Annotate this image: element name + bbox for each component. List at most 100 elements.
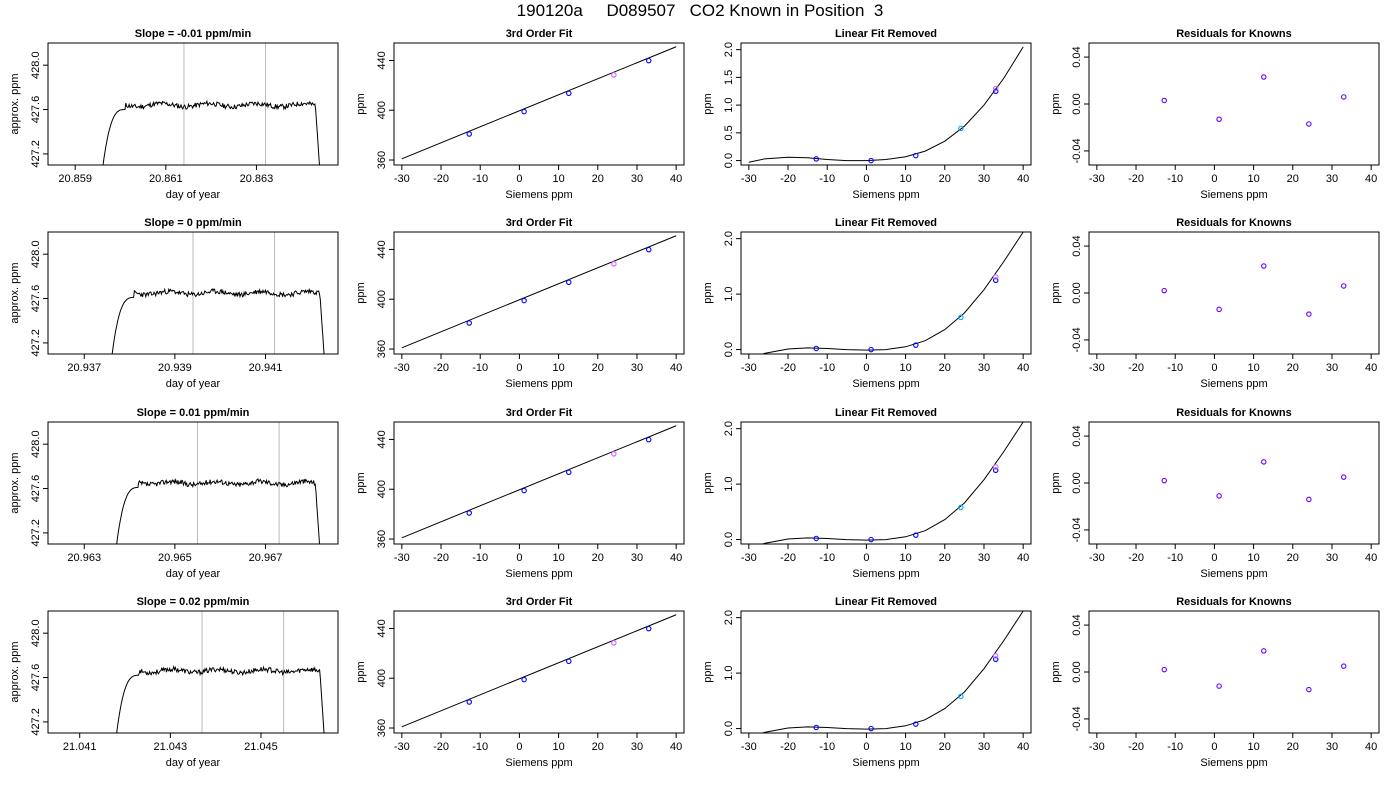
x-tick-label: 30 bbox=[1326, 362, 1338, 374]
panel-title: Linear Fit Removed bbox=[835, 407, 937, 419]
y-tick-label: -0.04 bbox=[1071, 327, 1083, 352]
y-tick-label: 1.0 bbox=[723, 97, 735, 112]
y-tick-label: 0.04 bbox=[1071, 235, 1083, 256]
x-tick-label: 20 bbox=[939, 741, 951, 753]
x-axis-label: Siemens ppm bbox=[852, 189, 919, 201]
x-tick-label: 0 bbox=[1211, 741, 1217, 753]
x-tick-label: 30 bbox=[1326, 552, 1338, 564]
x-tick-label: 40 bbox=[1365, 173, 1377, 185]
data-point bbox=[813, 156, 819, 162]
y-axis-label: ppm bbox=[702, 661, 714, 682]
x-tick-label: 10 bbox=[552, 552, 564, 564]
y-tick-label: 360 bbox=[376, 530, 388, 548]
y-axis-label: ppm bbox=[1050, 472, 1062, 493]
x-tick-label: 20 bbox=[939, 552, 951, 564]
y-axis-label: approx. ppm bbox=[9, 452, 21, 513]
panel-title: Residuals for Knowns bbox=[1176, 596, 1292, 608]
plot-frame bbox=[47, 231, 339, 355]
y-tick-label: 2.0 bbox=[723, 421, 735, 436]
x-tick-label: 10 bbox=[1247, 362, 1259, 374]
y-axis-label: ppm bbox=[355, 282, 367, 303]
x-tick-label: 40 bbox=[1017, 173, 1029, 185]
data-point bbox=[566, 469, 572, 476]
x-axis-label: day of year bbox=[166, 378, 221, 390]
data-point bbox=[1261, 648, 1267, 654]
x-tick-label: 30 bbox=[978, 741, 990, 753]
trace-line bbox=[102, 99, 320, 165]
x-tick-label: -30 bbox=[394, 362, 410, 374]
data-point bbox=[566, 279, 572, 286]
data-point bbox=[466, 320, 472, 326]
x-axis-label: Siemens ppm bbox=[1200, 568, 1267, 580]
data-point bbox=[645, 246, 652, 253]
data-point bbox=[645, 57, 652, 64]
panel-title: Residuals for Knowns bbox=[1176, 407, 1292, 419]
x-tick-label: -20 bbox=[433, 362, 449, 374]
x-tick-label: 10 bbox=[1247, 173, 1259, 185]
x-tick-label: 10 bbox=[1247, 552, 1259, 564]
plot-frame bbox=[1088, 421, 1380, 545]
y-tick-label: -0.04 bbox=[1071, 138, 1083, 163]
x-tick-label: 20 bbox=[592, 362, 604, 374]
y-tick-label: -0.04 bbox=[1071, 517, 1083, 542]
data-point bbox=[521, 297, 527, 304]
y-tick-label: 427.2 bbox=[30, 140, 42, 168]
data-point bbox=[1306, 311, 1312, 317]
x-axis-label: Siemens ppm bbox=[505, 189, 572, 201]
x-tick-label: 10 bbox=[552, 741, 564, 753]
y-axis-label: ppm bbox=[355, 661, 367, 682]
figure-title: 190120a D089507 CO2 Known in Position 3 bbox=[516, 1, 884, 20]
panel-title: Slope = 0.02 ppm/min bbox=[137, 596, 250, 608]
x-tick-label: -10 bbox=[819, 362, 835, 374]
x-tick-label: 30 bbox=[1326, 173, 1338, 185]
y-tick-label: 440 bbox=[376, 240, 388, 258]
y-tick-label: 440 bbox=[376, 51, 388, 69]
y-tick-label: -0.04 bbox=[1071, 706, 1083, 731]
panel-r3-linear_removed: Linear Fit Removed -30 -20 -10 0 10 20 30 40 0.0 1… bbox=[702, 407, 1032, 580]
x-tick-label: 40 bbox=[1017, 741, 1029, 753]
data-point bbox=[1216, 493, 1222, 499]
x-tick-label: 10 bbox=[899, 362, 911, 374]
panel-r2-residuals: Residuals for Knowns -30 -20 -10 0 10 20 30 40 -0… bbox=[1050, 217, 1380, 390]
fit-curve bbox=[761, 611, 1024, 733]
x-tick-label: 21.043 bbox=[154, 741, 188, 753]
x-tick-label: -10 bbox=[1167, 552, 1183, 564]
data-point bbox=[1216, 683, 1222, 689]
plot-frame bbox=[740, 231, 1032, 355]
panel-r4-timeseries: Slope = 0.02 ppm/min 21.041 21.043 21.045 42… bbox=[9, 596, 339, 769]
x-tick-label: 40 bbox=[1365, 362, 1377, 374]
x-tick-label: 0 bbox=[516, 741, 522, 753]
y-axis-label: ppm bbox=[702, 93, 714, 114]
x-tick-label: -30 bbox=[741, 552, 757, 564]
x-tick-label: -10 bbox=[1167, 173, 1183, 185]
x-tick-label: 20.863 bbox=[240, 173, 274, 185]
x-tick-label: 0 bbox=[516, 173, 522, 185]
x-tick-label: -10 bbox=[819, 173, 835, 185]
y-tick-label: 428.0 bbox=[30, 240, 42, 268]
panel-title: Linear Fit Removed bbox=[835, 596, 937, 608]
fit-curve bbox=[761, 232, 1024, 354]
data-point bbox=[566, 658, 572, 665]
fit-curve bbox=[401, 425, 677, 539]
x-tick-label: -30 bbox=[741, 173, 757, 185]
y-tick-label: 440 bbox=[376, 430, 388, 448]
fit-curve bbox=[401, 46, 677, 160]
y-axis-label: approx. ppm bbox=[9, 73, 21, 134]
x-tick-label: 30 bbox=[631, 552, 643, 564]
data-point bbox=[611, 72, 617, 78]
data-point bbox=[958, 125, 964, 132]
y-tick-label: 360 bbox=[376, 719, 388, 737]
x-tick-label: 10 bbox=[552, 173, 564, 185]
data-point bbox=[566, 90, 572, 97]
panel-title: Slope = 0.01 ppm/min bbox=[137, 407, 250, 419]
y-tick-label: 0.0 bbox=[723, 532, 735, 547]
panel-title: 3rd Order Fit bbox=[506, 407, 573, 419]
data-point bbox=[992, 653, 999, 659]
y-tick-label: 360 bbox=[376, 151, 388, 169]
y-tick-label: 360 bbox=[376, 340, 388, 358]
panel-title: Linear Fit Removed bbox=[835, 217, 937, 229]
y-tick-label: 0.5 bbox=[723, 125, 735, 140]
x-tick-label: 20.939 bbox=[158, 362, 192, 374]
y-tick-label: 428.0 bbox=[30, 430, 42, 458]
data-point bbox=[1340, 474, 1347, 480]
